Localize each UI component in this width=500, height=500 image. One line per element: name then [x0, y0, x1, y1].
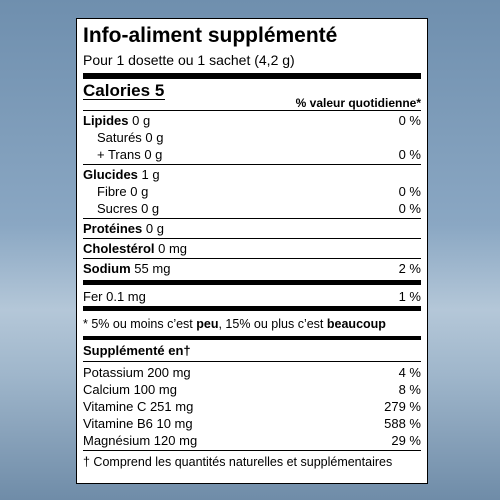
rule [83, 306, 421, 311]
nutrition-label: Info-aliment supplémenté Pour 1 dosette o… [76, 18, 428, 484]
nutrient-name: Lipides [83, 113, 129, 128]
iron: Fer 0.1 mg [83, 289, 146, 304]
rule [83, 218, 421, 219]
calories: Calories 5 [83, 81, 164, 101]
sub-nutrient: Saturés 0 g [97, 130, 164, 145]
calories-value: 5 [154, 81, 165, 100]
daily-value: 0 % [398, 147, 421, 162]
daily-value: 1 % [398, 289, 421, 304]
supplemented-title: Supplémenté en† [83, 343, 191, 358]
sub-nutrient: Fibre 0 g [97, 184, 149, 199]
footnote: * 5% ou moins c’est peu, 15% ou plus c’e… [83, 316, 386, 333]
nutrient-name: Sodium [83, 261, 131, 276]
nutrient-name: Glucides [83, 167, 138, 182]
rule [83, 110, 421, 111]
sub-nutrient: + Trans 0 g [97, 147, 163, 162]
source-note: † Comprend les quantités naturelles et s… [83, 455, 393, 469]
daily-value: 8 % [398, 382, 421, 397]
daily-value: 0 % [398, 113, 421, 128]
calories-label: Calories [83, 81, 151, 100]
daily-value: 0 % [398, 201, 421, 216]
rule [83, 99, 165, 100]
daily-value: 588 % [384, 416, 421, 431]
nutrient-row: Protéines 0 g [83, 220, 164, 237]
rule [83, 238, 421, 239]
daily-value: 279 % [384, 399, 421, 414]
footnote-part: * 5% ou moins c’est [83, 317, 197, 331]
footnote-part: , 15% ou plus c’est [218, 317, 327, 331]
nutrient-amount: 0 g [132, 113, 151, 128]
daily-value: 0 % [398, 184, 421, 199]
rule [83, 73, 421, 79]
nutrient-amount: 1 g [141, 167, 160, 182]
nutrient-amount: 0 g [145, 221, 164, 236]
supplement-row: Vitamine C 251 mg [83, 399, 194, 414]
nutrient-name: Protéines [83, 221, 143, 236]
supplement-row: Calcium 100 mg [83, 382, 177, 397]
nutrient-row: Glucides 1 g [83, 166, 160, 183]
footnote-part: beaucoup [326, 317, 386, 331]
rule [83, 280, 421, 285]
rule [83, 450, 421, 451]
nutrient-name: Cholestérol [83, 241, 155, 256]
footnote-part: peu [196, 317, 219, 331]
daily-value: 2 % [398, 261, 421, 276]
sub-nutrient: Sucres 0 g [97, 201, 160, 216]
nutrient-row: Lipides 0 g [83, 112, 150, 129]
daily-value: 4 % [398, 365, 421, 380]
nutrient-amount: 55 mg [134, 261, 171, 276]
nutrient-row: Cholestérol 0 mg [83, 240, 187, 257]
rule [83, 258, 421, 259]
dv-header: % valeur quotidienne* [295, 96, 421, 110]
supplement-row: Magnésium 120 mg [83, 433, 198, 448]
supplement-row: Potassium 200 mg [83, 365, 191, 380]
title: Info-aliment supplémenté [83, 24, 338, 47]
rule [83, 361, 421, 362]
rule [83, 164, 421, 165]
serving-size: Pour 1 dosette ou 1 sachet (4,2 g) [83, 52, 295, 68]
rule [83, 336, 421, 340]
supplement-row: Vitamine B6 10 mg [83, 416, 193, 431]
nutrient-row: Sodium 55 mg [83, 260, 170, 277]
nutrient-amount: 0 mg [158, 241, 188, 256]
daily-value: 29 % [391, 433, 421, 448]
